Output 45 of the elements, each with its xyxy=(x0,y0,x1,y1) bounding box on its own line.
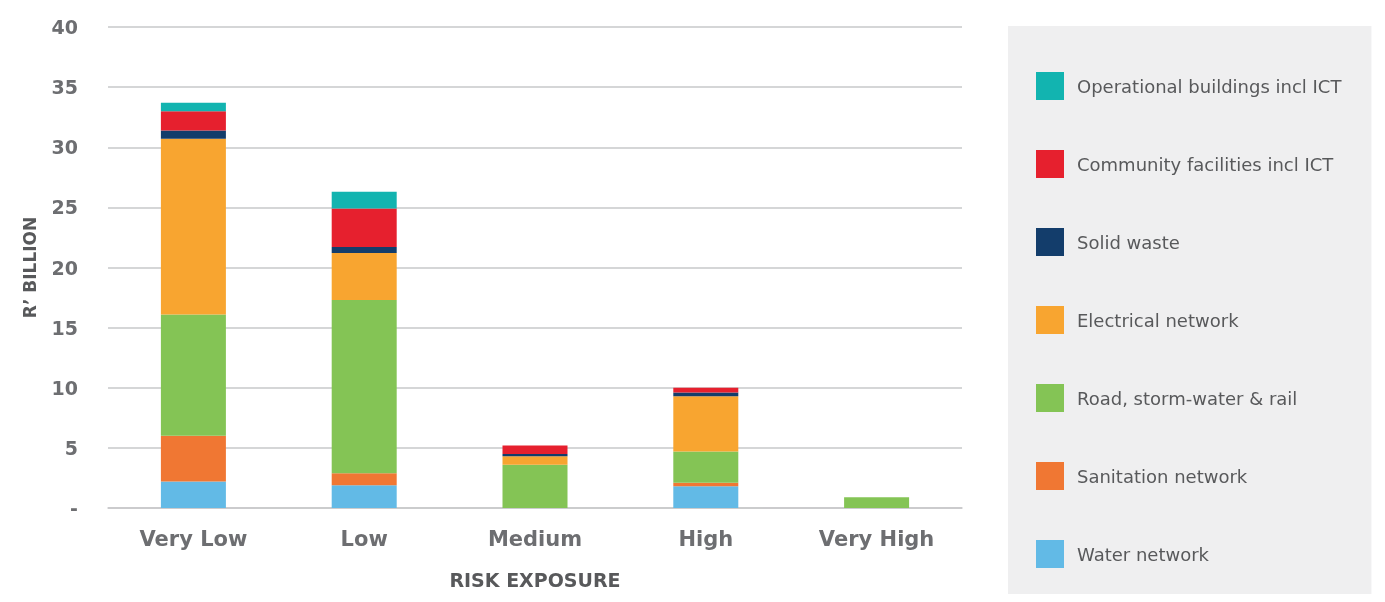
bar xyxy=(160,111,226,131)
y-axis-title: R’ BILLION xyxy=(19,216,40,319)
bar xyxy=(160,138,226,315)
x-tick-label: Very High xyxy=(818,526,935,551)
bar xyxy=(331,247,397,254)
bar xyxy=(673,486,739,508)
legend-label: Road, storm-water & rail xyxy=(1077,387,1298,409)
bar xyxy=(331,191,397,209)
x-tick-label: Low xyxy=(340,526,388,551)
bar xyxy=(502,456,568,465)
y-tick-label: - xyxy=(70,497,78,519)
bar xyxy=(331,208,397,248)
y-tick-label: 40 xyxy=(51,16,78,38)
bar xyxy=(673,387,739,393)
x-tick-label: Medium xyxy=(487,526,583,551)
bar xyxy=(502,464,568,508)
y-tick-label: 5 xyxy=(64,436,78,459)
bar xyxy=(160,435,226,482)
legend-label: Operational buildings incl ICT xyxy=(1077,75,1343,97)
x-tick-label: High xyxy=(678,526,734,551)
legend-label: Sanitation network xyxy=(1077,465,1248,487)
bar xyxy=(331,485,397,508)
legend-label: Water network xyxy=(1077,543,1210,565)
y-tick-label: 10 xyxy=(51,376,78,399)
bar xyxy=(673,451,739,483)
bar xyxy=(160,130,226,139)
y-tick-label: 25 xyxy=(51,196,78,219)
x-axis-title: RISK EXPOSURE xyxy=(449,568,621,591)
bar xyxy=(844,497,910,508)
x-tick-label: Very Low xyxy=(139,526,248,551)
bar xyxy=(673,396,739,452)
legend-label: Solid waste xyxy=(1077,231,1180,253)
bar xyxy=(160,314,226,436)
bar xyxy=(331,253,397,300)
y-tick-label: 30 xyxy=(51,136,78,159)
legend-label: Electrical network xyxy=(1077,309,1240,331)
bar xyxy=(331,299,397,474)
y-tick-label: 35 xyxy=(51,76,78,99)
y-tick-label: 15 xyxy=(51,316,78,339)
bar xyxy=(160,102,226,112)
bar xyxy=(502,445,568,454)
bar xyxy=(160,481,226,508)
y-tick-label: 20 xyxy=(51,256,78,279)
legend-label: Community facilities incl ICT xyxy=(1077,153,1335,175)
bar xyxy=(331,473,397,486)
